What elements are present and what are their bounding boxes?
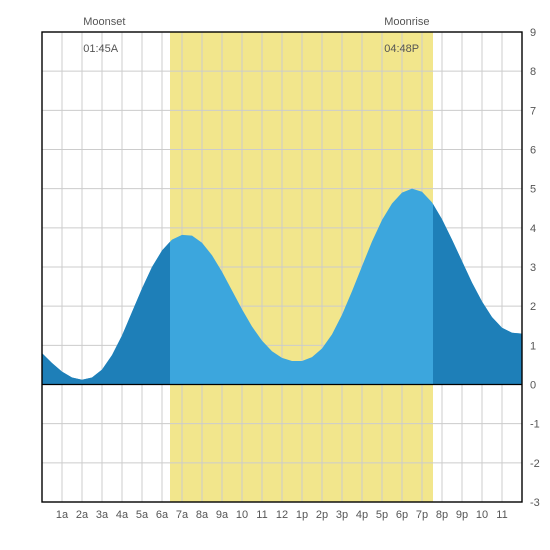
x-tick-labels: 1a 2a 3a 4a 5a 6a 7a 8a 9a 10 11 12 1p 2p 3p 4p 5p 6p 7p 8p… [56,509,508,521]
x-tick-label: 9p [456,509,468,521]
moonset-time: 01:45A [83,43,118,55]
y-tick-labels: -3 -2 -1 0 1 2 3 4 5 6 7 8 9 [530,27,540,509]
tide-chart: Moonset 01:45A Moonrise 04:48P -3-2-1012… [0,0,550,550]
x-tick-label: 7a [176,509,189,521]
x-tick-label: 4p [356,509,368,521]
x-tick-label: 8a [196,509,209,521]
x-tick-label: 1p [296,509,308,521]
x-tick-label: 12 [276,509,288,521]
y-tick-label: 5 [530,184,536,196]
x-tick-label: 6p [396,509,408,521]
y-tick-label: -2 [530,458,540,470]
x-tick-label: 5p [376,509,388,521]
x-tick-label: 7p [416,509,428,521]
x-tick-label: 3p [336,509,348,521]
y-tick-label: 4 [530,223,536,235]
moonset-title: Moonset [83,16,125,28]
x-tick-label: 9a [216,509,229,521]
chart-svg: -3-2-101234567891a2a3a4a5a6a7a8a9a101112… [0,0,550,550]
y-tick-label: 6 [530,145,536,157]
y-tick-label: 0 [530,380,536,392]
x-tick-label: 5a [136,509,149,521]
y-tick-label: 2 [530,301,536,313]
x-tick-label: 2a [76,509,89,521]
x-tick-label: 11 [256,509,267,521]
moonrise-time: 04:48P [384,43,419,55]
y-tick-label: 8 [530,66,536,78]
moonrise-header: Moonrise 04:48P [372,2,429,71]
x-tick-label: 6a [156,509,169,521]
y-tick-label: -1 [530,419,540,431]
x-tick-label: 8p [436,509,448,521]
moonset-header: Moonset 01:45A [71,2,125,71]
x-tick-label: 1a [56,509,69,521]
y-tick-label: 1 [530,340,536,352]
x-tick-label: 10 [476,509,488,521]
moonrise-title: Moonrise [384,16,429,28]
x-tick-label: 11 [496,509,507,521]
x-tick-label: 2p [316,509,328,521]
y-tick-label: -3 [530,497,540,509]
y-tick-label: 3 [530,262,536,274]
x-tick-label: 4a [116,509,129,521]
x-tick-label: 3a [96,509,109,521]
x-tick-label: 10 [236,509,248,521]
y-tick-label: 9 [530,27,536,39]
y-tick-label: 7 [530,105,536,117]
